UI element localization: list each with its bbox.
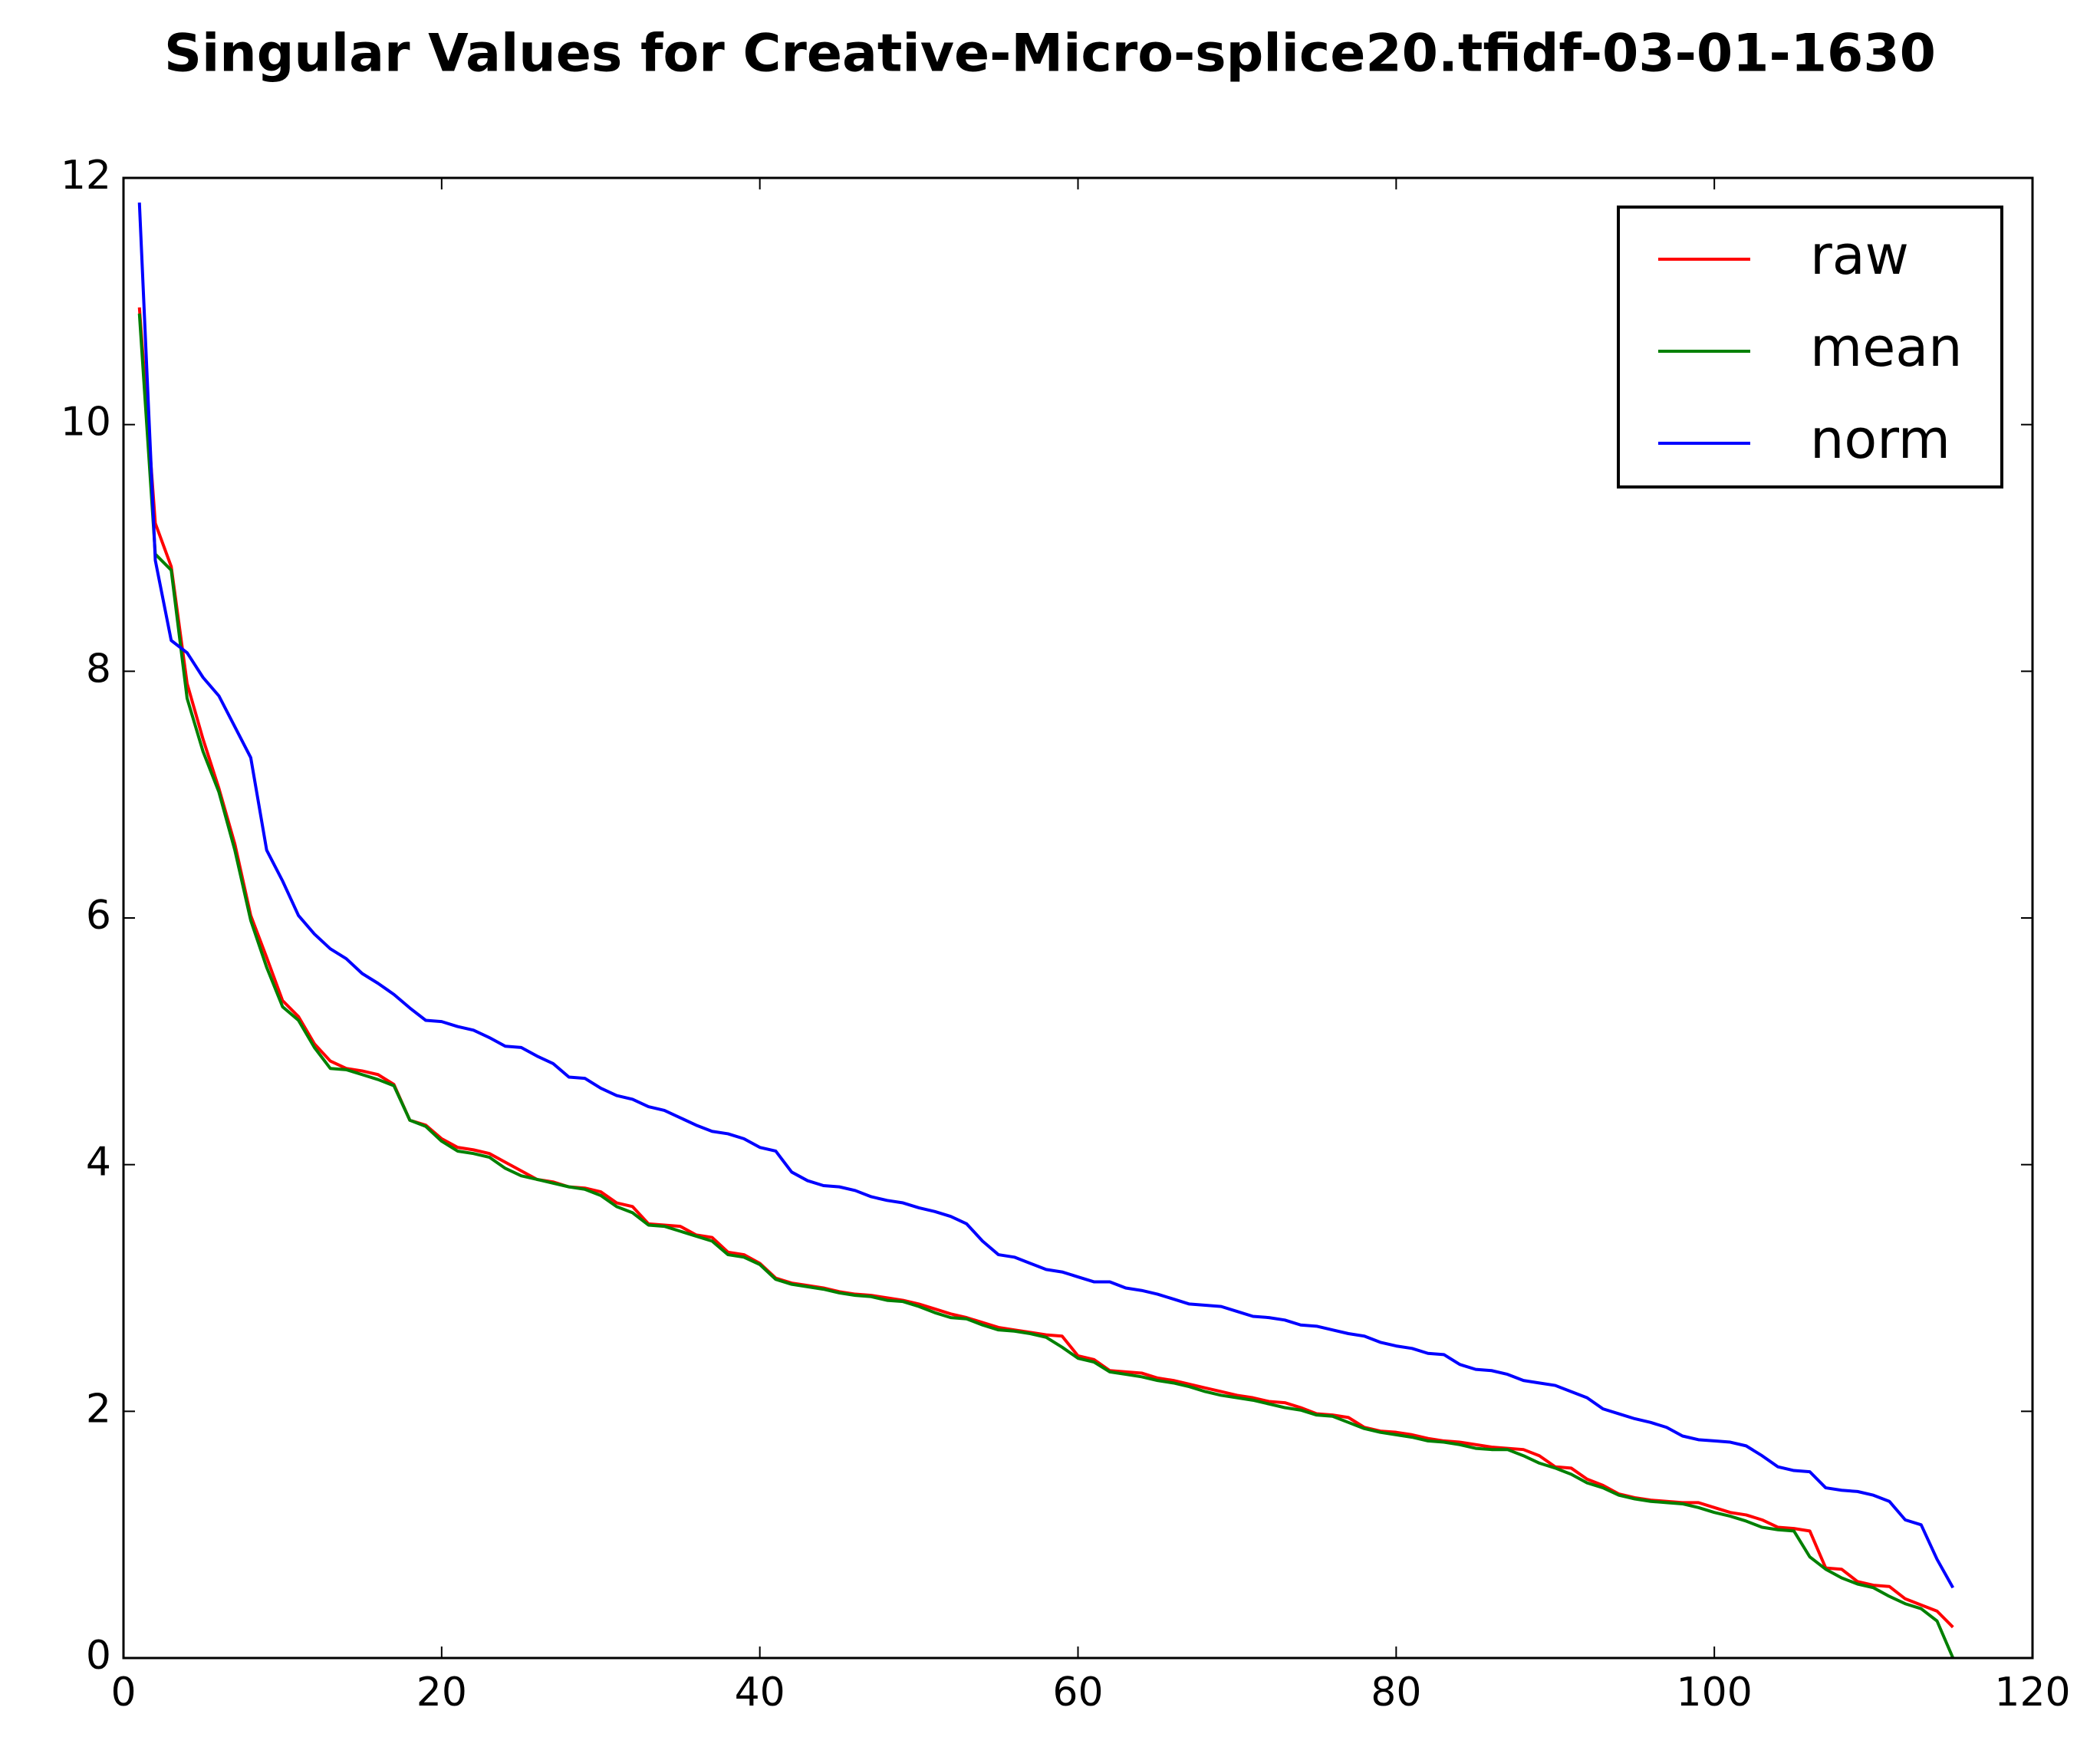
series-line xyxy=(137,313,1955,1659)
y-tick-label: 8 xyxy=(86,646,111,692)
legend-box xyxy=(1617,206,2003,489)
y-tick-label: 4 xyxy=(86,1140,111,1186)
x-tick-label: 20 xyxy=(416,1670,467,1716)
y-tick-label: 0 xyxy=(86,1633,111,1679)
legend-label: norm xyxy=(1810,408,1950,471)
x-tick-label: 0 xyxy=(110,1670,136,1716)
x-tick-label: 100 xyxy=(1677,1670,1753,1716)
y-tick-label: 6 xyxy=(86,893,111,939)
x-tick-label: 120 xyxy=(1994,1670,2070,1716)
x-tick-label: 40 xyxy=(735,1670,785,1716)
chart-title: Singular Values for Creative-Micro-splic… xyxy=(164,24,1936,84)
y-tick-label: 2 xyxy=(86,1386,111,1432)
legend-label: mean xyxy=(1810,316,1963,379)
x-tick-label: 60 xyxy=(1052,1670,1103,1716)
x-tick-label: 80 xyxy=(1371,1670,1421,1716)
y-tick-label: 10 xyxy=(61,400,111,446)
series-line xyxy=(137,202,1955,1589)
legend-label: raw xyxy=(1810,224,1909,287)
y-tick-label: 12 xyxy=(61,153,111,199)
